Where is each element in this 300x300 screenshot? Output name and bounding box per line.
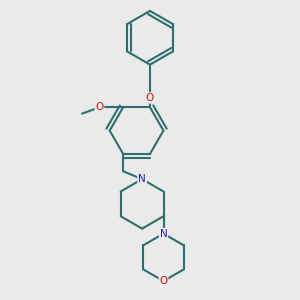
Text: N: N bbox=[160, 229, 167, 238]
Text: N: N bbox=[160, 229, 167, 238]
Text: O: O bbox=[159, 276, 168, 286]
Text: N: N bbox=[138, 174, 146, 184]
Text: N: N bbox=[138, 174, 146, 184]
Text: O: O bbox=[95, 102, 104, 112]
Text: O: O bbox=[146, 93, 154, 103]
